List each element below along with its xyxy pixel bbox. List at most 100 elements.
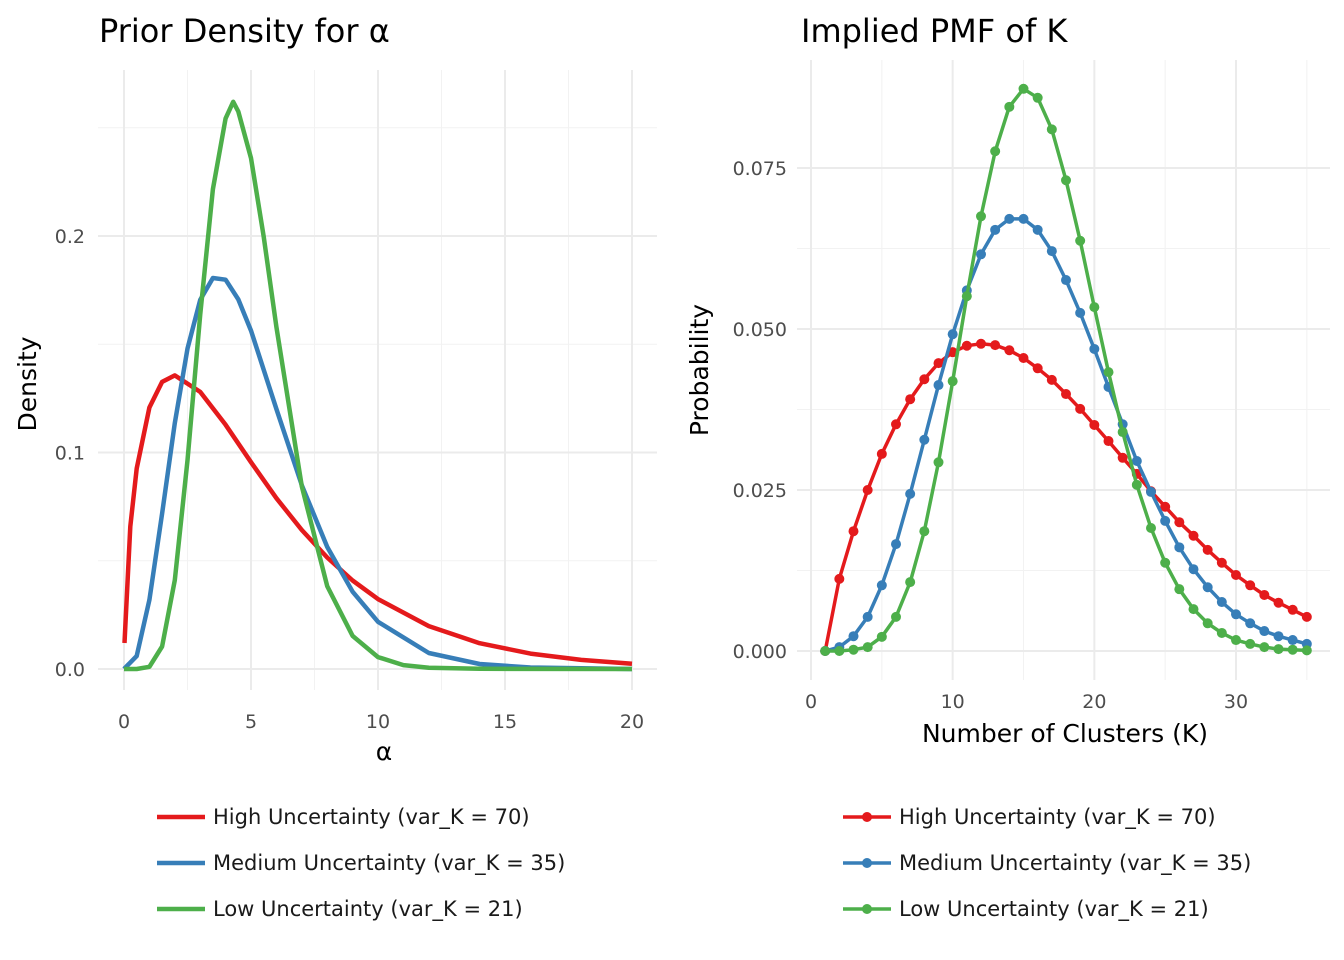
legend-label: Low Uncertainty (var_K = 21): [213, 897, 523, 922]
data-point: [848, 526, 859, 537]
legend-label: Medium Uncertainty (var_K = 35): [899, 851, 1251, 876]
x-tick-label: 0: [805, 691, 817, 713]
data-point: [1018, 352, 1029, 363]
y-tick-label: 0.025: [733, 480, 787, 502]
y-tick-label: 0.075: [733, 158, 787, 180]
x-tick-label: 15: [493, 711, 517, 733]
legend-label: High Uncertainty (var_K = 70): [899, 805, 1216, 830]
data-point: [947, 376, 958, 387]
data-point: [1089, 419, 1100, 430]
data-point: [862, 642, 873, 653]
data-point: [1273, 631, 1284, 642]
x-tick-label: 30: [1224, 691, 1248, 713]
y-tick-label: 0.050: [733, 319, 787, 341]
data-point: [1089, 343, 1100, 354]
legend-key-point: [862, 858, 872, 868]
data-point: [990, 224, 1001, 235]
data-point: [1160, 515, 1171, 526]
data-point: [1089, 302, 1100, 313]
legend-key-point: [862, 812, 872, 822]
data-point: [1301, 645, 1312, 656]
data-point: [905, 577, 916, 588]
data-point: [919, 374, 930, 385]
data-point: [1075, 307, 1086, 318]
y-tick-label: 0.2: [55, 226, 85, 248]
data-point: [976, 211, 986, 222]
data-point: [876, 631, 887, 642]
data-point: [1245, 618, 1256, 629]
data-point: [1103, 436, 1114, 447]
series-line-2: [124, 99, 633, 672]
data-point: [1202, 582, 1213, 593]
data-point: [1075, 403, 1086, 414]
data-point: [976, 249, 986, 260]
data-point: [919, 526, 930, 537]
data-point: [1160, 557, 1171, 568]
data-point: [1174, 584, 1185, 595]
right-chart-title: Implied PMF of K: [801, 12, 1068, 50]
left-legend: High Uncertainty (var_K = 70) Medium Unce…: [157, 805, 565, 922]
data-point: [933, 358, 944, 369]
data-point: [1287, 604, 1298, 615]
data-point: [1216, 557, 1227, 568]
data-point: [933, 380, 944, 391]
data-point: [1131, 456, 1142, 467]
data-point: [820, 646, 831, 656]
x-tick-label: 5: [245, 711, 257, 733]
data-point: [1131, 479, 1142, 490]
data-point: [990, 146, 1001, 157]
data-point: [961, 291, 972, 302]
data-point: [876, 448, 887, 459]
data-point: [1061, 389, 1071, 400]
data-point: [1018, 213, 1029, 224]
data-point: [1273, 597, 1284, 608]
data-point: [905, 488, 916, 499]
x-tick-label: 10: [366, 711, 390, 733]
pmf-panel: 0 10 20 30 0.000 0.025 0.050 0.075 Implied PMF …: [685, 12, 1330, 922]
data-point: [1245, 638, 1256, 649]
data-point: [834, 646, 845, 656]
data-point: [848, 631, 859, 642]
data-point: [1018, 83, 1029, 94]
data-point: [1004, 345, 1015, 356]
data-point: [876, 580, 887, 591]
data-point: [919, 434, 930, 445]
legend-label: High Uncertainty (var_K = 70): [213, 805, 530, 830]
series-line-1: [122, 275, 633, 672]
legend-label: Low Uncertainty (var_K = 21): [899, 897, 1209, 922]
data-point: [1103, 367, 1114, 378]
y-tick-label: 0.0: [55, 659, 85, 681]
data-point: [1188, 530, 1199, 541]
data-point: [1117, 452, 1128, 463]
data-point: [1004, 213, 1015, 224]
data-point: [862, 485, 873, 495]
left-chart-title: Prior Density for α: [99, 12, 390, 50]
data-point: [1202, 618, 1213, 629]
data-point: [1259, 642, 1270, 653]
right-y-axis-label: Probability: [685, 304, 714, 436]
data-point: [1146, 522, 1156, 533]
data-point: [1032, 363, 1043, 374]
left-y-axis-label: Density: [13, 336, 42, 431]
legend-key-point: [862, 904, 872, 914]
data-point: [1287, 635, 1298, 646]
data-point: [1216, 597, 1227, 608]
data-point: [1231, 609, 1241, 620]
data-point: [1046, 246, 1057, 257]
legend-label: Medium Uncertainty (var_K = 35): [213, 851, 565, 876]
x-tick-label: 20: [1082, 691, 1106, 713]
right-x-axis-label: Number of Clusters (K): [922, 719, 1208, 748]
series-line-0: [122, 373, 633, 667]
data-point: [1259, 589, 1270, 600]
data-point: [1245, 580, 1256, 591]
data-point: [1202, 544, 1213, 555]
data-point: [1032, 92, 1043, 103]
data-point: [834, 573, 845, 584]
data-point: [891, 419, 901, 430]
x-tick-label: 10: [941, 691, 965, 713]
data-point: [1075, 235, 1086, 246]
data-point: [1188, 564, 1199, 575]
data-point: [905, 394, 916, 405]
data-point: [862, 611, 873, 622]
